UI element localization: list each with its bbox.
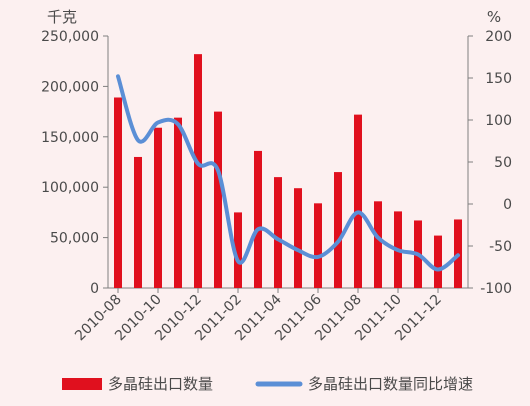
bar-2010-09 (134, 156, 142, 288)
bar-2011-12 (434, 235, 442, 288)
bar-2011-09 (374, 201, 382, 288)
bar-2011-05 (294, 188, 302, 288)
bar-2011-07 (334, 172, 342, 288)
left-axis-unit: 千克 (47, 8, 77, 26)
legend: 多晶硅出口数量 多晶硅出口数量同比增速 (62, 375, 473, 393)
right-tick-label: 200 (485, 29, 512, 45)
right-axis-unit: % (487, 8, 501, 26)
bar-2010-10 (154, 127, 162, 288)
right-tick-label: 150 (485, 71, 512, 87)
legend-label-line: 多晶硅出口数量同比增速 (308, 375, 473, 393)
left-tick-label: 250,000 (41, 29, 99, 45)
left-tick-label: 100,000 (41, 180, 99, 196)
bar-2011-01 (214, 111, 222, 288)
bar-2010-08 (114, 97, 122, 288)
right-tick-label: 100 (485, 113, 512, 129)
bar-2011-02 (234, 212, 242, 288)
left-tick-label: 50,000 (50, 231, 99, 247)
legend-swatch-bar (62, 378, 102, 390)
left-tick-label: 0 (90, 281, 99, 297)
bar-2011-03 (254, 150, 262, 288)
left-tick-label: 150,000 (41, 130, 99, 146)
right-tick-label: 50 (494, 155, 512, 171)
right-tick-label: -50 (489, 239, 512, 255)
legend-label-bar: 多晶硅出口数量 (108, 375, 213, 393)
growth-rate-line (116, 74, 460, 272)
right-tick-label: 0 (503, 197, 512, 213)
bar-2011-04 (274, 177, 282, 288)
right-tick-label: -100 (480, 281, 512, 297)
bar-2010-11 (174, 117, 182, 288)
bar-2011-08 (354, 114, 362, 289)
bar-2011-06 (314, 203, 322, 288)
left-tick-label: 200,000 (41, 79, 99, 95)
bar-2010-12 (194, 54, 202, 289)
